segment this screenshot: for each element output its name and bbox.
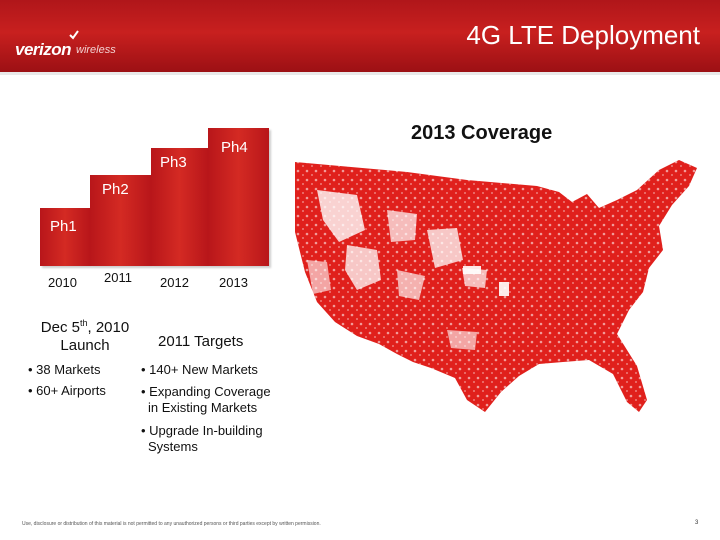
phase-label-ph3: Ph3 — [160, 154, 187, 171]
phase-label-ph4: Ph4 — [221, 139, 248, 156]
phase-label-ph1: Ph1 — [50, 218, 77, 235]
launch-bullet-markets: • 38 Markets — [28, 362, 101, 377]
phase-label-ph2: Ph2 — [102, 181, 129, 198]
targets-bullet-coverage: • Expanding Coverage — [141, 384, 271, 399]
year-label-2012: 2012 — [160, 275, 189, 290]
launch-bullet-airports: • 60+ Airports — [28, 383, 106, 398]
launch-heading-line2: Launch — [60, 337, 110, 354]
launch-heading: Dec 5th, 2010 Launch — [20, 314, 150, 355]
targets-bullet-coverage-cont: in Existing Markets — [148, 400, 258, 415]
targets-bullet-markets: • 140+ New Markets — [141, 362, 258, 377]
header-banner: verizon wireless 4G LTE Deployment — [0, 0, 720, 72]
phase-bar-ph1 — [40, 208, 90, 266]
page-number: 3 — [695, 520, 699, 526]
logo-wordmark: verizon — [15, 40, 72, 59]
slide-title: 4G LTE Deployment — [466, 20, 700, 50]
logo-subtitle: wireless — [76, 44, 116, 56]
footer-disclaimer: Use, disclosure or distribution of this … — [22, 521, 321, 527]
year-label-2010: 2010 — [48, 275, 77, 290]
launch-heading-date: Dec 5 — [40, 319, 80, 336]
launch-heading-suffix: th — [79, 318, 88, 328]
us-coverage-map — [295, 160, 697, 412]
coverage-title: 2013 Coverage — [411, 122, 553, 144]
phase-bar-ph4 — [208, 128, 269, 266]
targets-bullet-inbuilding-cont: Systems — [148, 439, 198, 454]
year-label-2011: 2011 — [104, 270, 132, 285]
year-label-2013: 2013 — [219, 275, 248, 290]
targets-heading: 2011 Targets — [158, 333, 244, 350]
launch-heading-year: , 2010 — [87, 319, 130, 336]
header-divider — [0, 72, 720, 75]
phase-bar-ph3 — [151, 148, 208, 266]
targets-bullet-inbuilding: • Upgrade In-building — [141, 423, 263, 438]
checkmark-icon — [69, 30, 79, 40]
phase-bar-ph2 — [90, 175, 151, 266]
verizon-wireless-logo: verizon wireless — [15, 30, 125, 59]
